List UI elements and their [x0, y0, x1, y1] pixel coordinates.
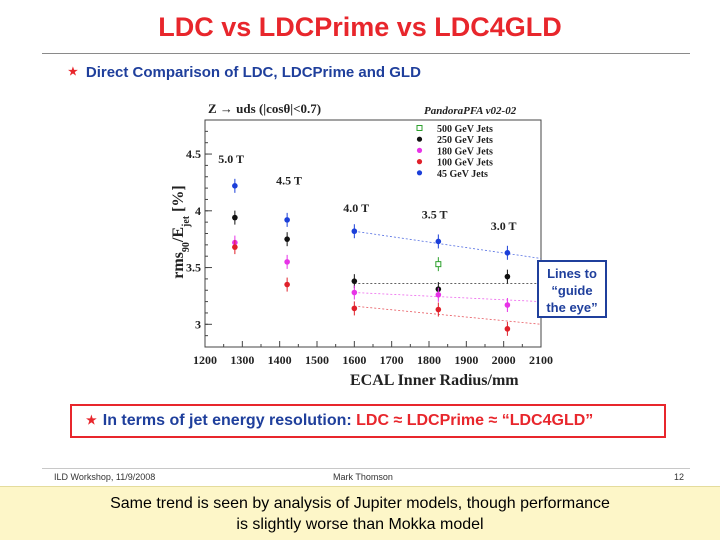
- summary-prefix: In terms of jet energy resolution:: [102, 412, 357, 429]
- field-label: 3.5 T: [422, 208, 448, 222]
- x-tick-label: 1900: [454, 353, 478, 367]
- data-point: [232, 183, 238, 189]
- summary-box: ★ In terms of jet energy resolution: LDC …: [70, 404, 666, 438]
- callout-line: Lines to: [547, 266, 597, 281]
- caption-line: Same trend is seen by analysis of Jupite…: [110, 495, 610, 512]
- field-label: 4.0 T: [343, 201, 369, 215]
- data-point: [351, 228, 358, 235]
- tick-layer: 1200 1300 1400 1500 1600 1700 1800 1900 2000 2100…: [186, 119, 553, 367]
- x-tick-label: 1600: [342, 353, 366, 367]
- footer-event: ILD Workshop, 11/9/2008: [54, 472, 156, 482]
- y-label-rest: /E: [170, 227, 187, 243]
- data-point: [504, 273, 511, 280]
- legend-marker: [416, 147, 423, 153]
- star-bullet-icon: ★: [68, 66, 78, 78]
- data-point: [435, 291, 442, 298]
- bullet-highlight: LDC, LDCPrime and GLD: [242, 64, 421, 81]
- x-tick-label: 2000: [492, 353, 516, 367]
- x-tick-label: 1500: [305, 353, 329, 367]
- y-tick-label: 4.5: [186, 147, 201, 161]
- x-tick-label: 1200: [193, 353, 217, 367]
- data-points: [232, 178, 511, 336]
- legend-label: 180 GeV Jets: [437, 146, 493, 157]
- legend-label: 100 GeV Jets: [437, 158, 493, 169]
- footer-author: Mark Thomson: [333, 472, 393, 482]
- bullet-item: ★ Direct Comparison of LDC, LDCPrime and …: [68, 64, 421, 81]
- data-point: [435, 238, 442, 245]
- y-tick-label: 3: [195, 317, 201, 331]
- data-point: [435, 261, 442, 268]
- legend-label: 250 GeV Jets: [437, 135, 493, 146]
- data-point: [351, 278, 358, 284]
- y-tick-label: 4: [195, 204, 201, 218]
- field-label: 3.0 T: [491, 219, 517, 233]
- data-point: [284, 281, 290, 288]
- legend-marker: [416, 125, 423, 131]
- caption-banner: Same trend is seen by analysis of Jupite…: [0, 486, 720, 540]
- y-label-sub: 90: [181, 242, 192, 252]
- x-tick-label: 2100: [529, 353, 553, 367]
- y-label-main: rms: [170, 252, 187, 279]
- callout-line: the eye”: [546, 300, 598, 315]
- chart-header-right: PandoraPFA v02-02: [424, 105, 517, 117]
- title-divider: [42, 53, 690, 54]
- field-labels: 5.0 T 4.5 T 4.0 T 3.5 T 3.0 T: [218, 152, 516, 233]
- data-point: [232, 244, 238, 250]
- bullet-prefix: Direct Comparison of: [85, 64, 243, 81]
- field-label: 5.0 T: [218, 152, 244, 166]
- footer-divider: [42, 468, 690, 469]
- y-label-sub2: jet: [181, 215, 192, 228]
- y-axis-label: rms90/Ejet [%]: [170, 185, 192, 279]
- guide-line: [354, 292, 542, 302]
- x-tick-label: 1400: [268, 353, 292, 367]
- legend-label: 45 GeV Jets: [437, 169, 488, 180]
- data-point: [504, 302, 511, 308]
- guide-lines: [354, 230, 542, 325]
- chart-header-left: Z → uds (|cosθ|<0.7): [208, 101, 321, 116]
- x-tick-label: 1300: [230, 353, 254, 367]
- guide-line: [354, 305, 542, 325]
- legend-label: 500 GeV Jets: [437, 124, 493, 135]
- x-axis-label: ECAL Inner Radius/mm: [350, 372, 519, 389]
- data-point: [284, 259, 290, 265]
- x-tick-label: 1800: [417, 353, 441, 367]
- guide-callout: Lines to “guide the eye”: [537, 260, 607, 318]
- star-bullet-icon: ★: [86, 413, 97, 427]
- y-label-unit: [%]: [170, 185, 187, 216]
- callout-line: “guide: [551, 283, 593, 298]
- legend-marker: [416, 136, 423, 142]
- data-point: [351, 289, 358, 296]
- summary-body: LDC ≈ LDCPrime ≈ “LDC4GLD”: [356, 412, 594, 429]
- slide-title: LDC vs LDCPrime vs LDC4GLD: [158, 12, 562, 42]
- data-point: [284, 217, 290, 223]
- data-point: [435, 306, 442, 313]
- data-point: [232, 214, 238, 221]
- data-point: [504, 326, 511, 332]
- legend-marker: [416, 170, 423, 176]
- field-label: 4.5 T: [276, 174, 302, 188]
- x-tick-label: 1700: [380, 353, 404, 367]
- data-point: [284, 236, 290, 242]
- footer-page-number: 12: [674, 472, 685, 482]
- data-point: [504, 249, 511, 256]
- guide-line: [354, 230, 542, 259]
- y-tick-label: 3.5: [186, 261, 201, 275]
- caption-line: is slightly worse than Mokka model: [236, 516, 484, 533]
- data-point: [351, 305, 358, 312]
- legend-marker: [416, 159, 423, 165]
